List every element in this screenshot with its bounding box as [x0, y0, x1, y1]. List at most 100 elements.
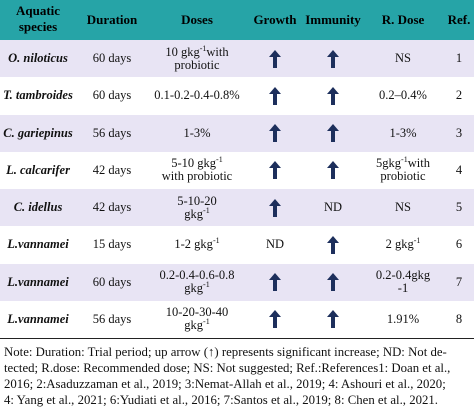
up-arrow-icon	[327, 49, 339, 68]
rdose-cell: 1.91%	[362, 301, 444, 338]
rdose-cell: NS	[362, 40, 444, 77]
species-cell: O. niloticus	[8, 51, 68, 65]
rdose-cell: 1-3%	[362, 115, 444, 152]
doses-cell: 1-2 gkg-1	[148, 226, 246, 263]
dose-value: 10-20-30-40	[165, 305, 229, 320]
dose-value: 10 gkg	[165, 44, 200, 59]
dose-exponent: -1	[203, 205, 210, 215]
header-rdose: R. Dose	[381, 12, 425, 27]
header-ref: Ref.	[447, 12, 471, 27]
dose-line: gkg-1	[160, 279, 235, 295]
growth-cell	[246, 115, 304, 152]
species-cell: C. gariepinus	[3, 125, 73, 140]
ref-cell: 1	[455, 51, 463, 65]
table-bottom-rule	[0, 338, 474, 339]
note-line: tected; R.dose: Recommended dose; NS: No…	[4, 361, 451, 375]
duration-cell: 60 days	[92, 88, 132, 103]
up-arrow-icon	[327, 86, 339, 105]
rdose-cell: 2 gkg-1	[362, 226, 444, 263]
up-arrow-icon	[269, 161, 281, 180]
doses-cell: 0.1-0.2-0.4-0.8%	[148, 77, 246, 114]
note-line: 2016; 2:Asaduzzaman et al., 2019; 3:Nema…	[4, 377, 446, 391]
up-arrow-icon	[269, 273, 281, 291]
dose-value: NS	[395, 51, 411, 65]
up-arrow-icon	[327, 310, 339, 329]
growth-cell	[246, 264, 304, 301]
table-row: C. gariepinus 56 days 1-3% 1-3% 3	[0, 114, 474, 152]
up-arrow-icon	[327, 124, 339, 142]
table-row: C. idellus 42 days 5-10-20 gkg-1 ND NS 5	[0, 189, 474, 226]
growth-cell	[246, 189, 304, 226]
dose-value: probiotic	[174, 57, 220, 72]
duration-cell: 56 days	[92, 311, 132, 326]
up-arrow-icon	[269, 86, 281, 105]
dose-line: 5-10 gkg-1	[162, 156, 232, 171]
growth-cell: ND	[265, 237, 285, 252]
dose-line: 0.2-0.4-0.6-0.8	[160, 269, 235, 282]
table-row: L.vannamei 60 days 0.2-0.4-0.6-0.8 gkg-1 0.2…	[0, 263, 474, 301]
duration-cell: 60 days	[92, 51, 132, 65]
ref-cell: 5	[455, 200, 463, 214]
immunity-cell	[304, 40, 362, 77]
up-arrow-icon	[327, 273, 339, 291]
dose-value: 0.2-0.4-0.6-0.8	[159, 268, 235, 282]
growth-cell	[246, 40, 304, 77]
doses-cell: 5-10 gkg-1 with probiotic	[148, 152, 246, 189]
header-doses: Doses	[181, 12, 213, 27]
rdose-cell: NS	[362, 189, 444, 226]
dose-value: 5gkg	[376, 156, 402, 171]
dose-text: 1-3%	[389, 125, 417, 140]
dose-value: -1	[397, 281, 409, 295]
dose-suffix: gkg	[411, 268, 431, 282]
dose-line: 0.2-0.4gkg	[376, 269, 430, 282]
up-arrow-icon	[327, 235, 339, 254]
dose-text: NS	[395, 52, 411, 65]
dose-value: 5-10 gkg	[171, 156, 217, 171]
doses-cell: 0.2-0.4-0.6-0.8 gkg-1	[148, 264, 246, 301]
dose-text: 0.2-0.4-0.6-0.8 gkg-1	[160, 269, 235, 295]
immunity-cell	[304, 77, 362, 114]
dose-line: gkg-1	[177, 205, 217, 221]
dose-line: NS	[395, 201, 411, 214]
dose-text: NS	[395, 201, 411, 214]
duration-cell: 56 days	[92, 125, 132, 140]
table-row: L. calcarifer 42 days 5-10 gkg-1 with probi…	[0, 152, 474, 189]
doses-cell: 1-3%	[148, 115, 246, 152]
species-cell: L.vannamei	[7, 274, 69, 289]
dose-line: with probiotic	[162, 170, 232, 183]
dose-text: 1-2 gkg-1	[174, 237, 219, 251]
growth-cell	[246, 152, 304, 189]
rdose-cell: 0.2–0.4%	[362, 77, 444, 114]
dose-line: NS	[395, 52, 411, 65]
dose-line: 2 gkg-1	[385, 236, 421, 252]
doses-cell: 10-20-30-40 gkg-1	[148, 301, 246, 338]
dose-value: 1-3%	[389, 125, 417, 140]
dose-value: 1-3%	[183, 125, 211, 140]
table-row: O. niloticus 60 days 10 gkg-1with probiotic…	[0, 40, 474, 77]
dose-value: 1.91%	[386, 311, 420, 326]
dose-line: 0.2–0.4%	[379, 89, 427, 102]
dose-exponent: -1	[413, 236, 421, 246]
immunity-cell	[304, 226, 362, 263]
immunity-cell	[304, 301, 362, 338]
dose-value: 0.2-0.4	[375, 268, 412, 282]
dose-line: 5gkg-1with probiotic	[362, 156, 444, 183]
dose-text: 0.2-0.4gkg -1	[376, 269, 430, 295]
dose-suffix: with	[206, 44, 229, 59]
growth-cell	[246, 301, 304, 338]
doses-cell: 5-10-20 gkg-1	[148, 189, 246, 226]
dose-exponent: -1	[203, 317, 210, 327]
dose-value: gkg	[184, 318, 204, 333]
duration-cell: 42 days	[92, 200, 132, 214]
dose-text: 5-10 gkg-1 with probiotic	[162, 156, 232, 183]
ref-cell: 3	[455, 125, 463, 140]
dose-exponent: -1	[203, 279, 210, 289]
immunity-cell	[304, 115, 362, 152]
species-cell: T. tambroides	[3, 88, 73, 103]
duration-cell: 15 days	[92, 237, 132, 252]
dose-text: 10-20-30-40 gkg-1	[166, 306, 229, 332]
dose-text: 2 gkg-1	[385, 236, 421, 252]
dose-text: 1-3%	[183, 125, 211, 140]
dose-value: 2 gkg	[385, 237, 414, 252]
dose-text: 10 gkg-1with probiotic	[165, 44, 229, 72]
